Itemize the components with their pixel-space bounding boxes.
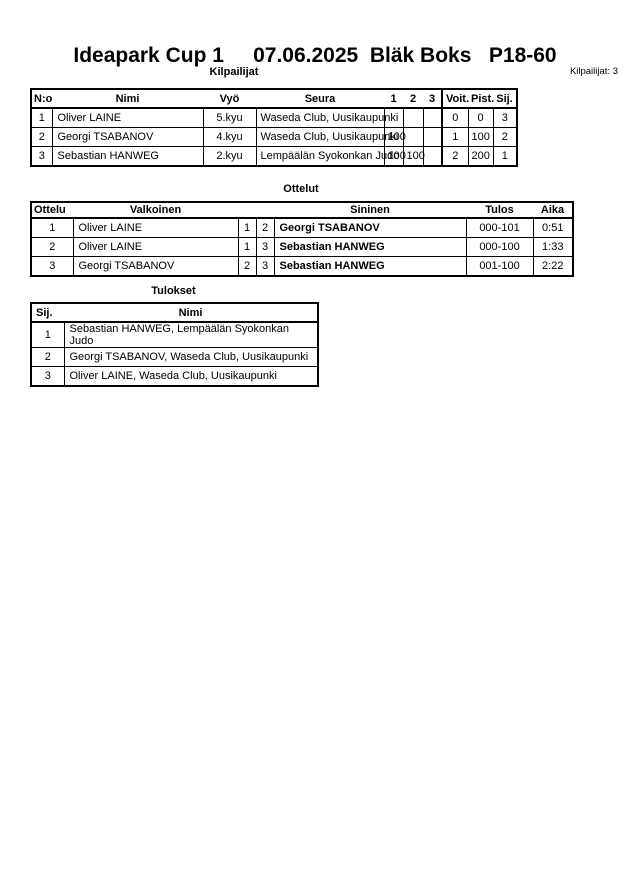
white-competitor: Georgi TSABANOV [72,256,239,277]
competitor-score-2 [402,127,424,147]
competitor-score-2 [402,107,424,128]
white-competitor-no: 1 [237,217,257,238]
result-name: Oliver LAINE, Waseda Club, Uusikaupunki [63,366,319,387]
competitor-belt: 4.kyu [202,127,257,147]
competitor-no: 2 [30,127,53,147]
result-place: 1 [30,321,65,348]
competitor-row: 3 Sebastian HANWEG 2.kyu Lempäälän Syoko… [30,146,518,167]
white-competitor-no: 1 [237,237,257,257]
matches-header-row: Ottelu Valkoinen Sininen Tulos Aika [31,201,573,219]
col-header-opp3: 3 [423,88,442,109]
competitor-row: 2 Georgi TSABANOV 4.kyu Waseda Club, Uus… [30,127,518,147]
page-title: Ideapark Cup 1 07.06.2025 Bläk Boks P18-… [73,44,557,67]
results-section-caption: Tulokset [151,285,196,297]
result-row: 1 Sebastian HANWEG, Lempäälän Syokonkan … [30,321,319,348]
match-result: 000-100 [465,237,534,257]
col-header-white-no [238,201,256,219]
competitors-count-label: Kilpailijat: 3 [569,66,618,77]
col-header-name: Nimi [64,302,318,323]
blue-competitor: Sebastian HANWEG [273,237,467,257]
col-header-white: Valkoinen [73,201,238,219]
competitor-club: Lempäälän Syokonkan Judo [255,146,399,167]
blue-competitor-no: 2 [255,217,275,238]
competitor-wins: 0 [441,107,469,128]
competitor-wins: 1 [441,127,469,147]
competitor-score-2: 100 [402,146,425,167]
col-header-opp2: 2 [403,88,423,109]
competitor-name: Sebastian HANWEG [51,146,204,167]
competitor-belt: 5.kyu [202,107,257,128]
col-header-opp1: 1 [384,88,403,109]
match-no: 1 [30,217,74,238]
match-no: 3 [30,256,74,277]
result-place: 2 [30,347,65,367]
competitor-score-1: 100 [383,146,406,167]
competitor-place: 2 [492,127,518,147]
competitors-section-caption: Kilpailijat [209,66,259,78]
results-table: Sij. Nimi 1 Sebastian HANWEG, Lempäälän … [30,302,319,387]
match-time: 0:51 [532,217,574,238]
white-competitor: Oliver LAINE [72,217,239,238]
col-header-result: Tulos [466,201,533,219]
result-name: Georgi TSABANOV, Waseda Club, Uusikaupun… [63,347,319,367]
results-header-row: Sij. Nimi [31,302,318,323]
competitor-row: 1 Oliver LAINE 5.kyu Waseda Club, Uusika… [30,107,518,128]
blue-competitor: Georgi TSABANOV [273,217,467,238]
matches-table: Ottelu Valkoinen Sininen Tulos Aika 1 Ol… [30,201,574,277]
competitor-name: Oliver LAINE [51,107,204,128]
competitor-points: 0 [467,107,494,128]
competitor-wins: 2 [441,146,469,167]
competitor-score-3 [422,146,443,167]
blue-competitor-no: 3 [255,237,275,257]
result-place: 3 [30,366,65,387]
competitor-points: 100 [467,127,494,147]
competitor-club: Waseda Club, Uusikaupunki [255,107,398,128]
competitor-place: 3 [492,107,518,128]
match-row: 1 Oliver LAINE 1 2 Georgi TSABANOV 000-1… [30,217,574,238]
blue-competitor: Sebastian HANWEG [273,256,467,277]
col-header-no: N:o [31,88,52,109]
result-row: 2 Georgi TSABANOV, Waseda Club, Uusikaup… [30,347,319,367]
match-no: 2 [30,237,74,257]
competitors-header-row: N:o Nimi Vyö Seura 1 2 3 Voit. Pist. Sij… [31,88,517,109]
competitor-no: 3 [30,146,53,167]
col-header-wins: Voit. [441,88,469,109]
col-header-blue-no [256,201,274,219]
result-row: 3 Oliver LAINE, Waseda Club, Uusikaupunk… [30,366,319,387]
competitor-place: 1 [492,146,518,167]
matches-section-caption: Ottelut [283,183,319,195]
result-name: Sebastian HANWEG, Lempäälän Syokonkan Ju… [63,321,319,348]
competitor-score-3 [422,107,443,128]
blue-competitor-no: 3 [255,256,275,277]
competitor-name: Georgi TSABANOV [51,127,204,147]
white-competitor-no: 2 [237,256,257,277]
match-time: 2:22 [532,256,574,277]
col-header-blue: Sininen [274,201,466,219]
col-header-name: Nimi [52,88,203,109]
match-result: 000-101 [465,217,534,238]
match-time: 1:33 [532,237,574,257]
col-header-place: Sij. [493,88,517,109]
competitor-points: 200 [467,146,494,167]
competitor-no: 1 [30,107,53,128]
match-row: 2 Oliver LAINE 1 3 Sebastian HANWEG 000-… [30,237,574,257]
competitors-table: N:o Nimi Vyö Seura 1 2 3 Voit. Pist. Sij… [30,88,518,167]
match-row: 3 Georgi TSABANOV 2 3 Sebastian HANWEG 0… [30,256,574,277]
col-header-club: Seura [256,88,384,109]
col-header-belt: Vyö [203,88,256,109]
col-header-match: Ottelu [31,201,73,219]
col-header-time: Aika [533,201,573,219]
col-header-points: Pist. [468,88,494,109]
white-competitor: Oliver LAINE [72,237,239,257]
competitor-score-1: 100 [383,127,406,147]
competitor-score-3 [422,127,443,147]
competitor-club: Waseda Club, Uusikaupunki [255,127,398,147]
col-header-place: Sij. [31,302,64,323]
competitor-belt: 2.kyu [202,146,257,167]
match-result: 001-100 [465,256,534,277]
